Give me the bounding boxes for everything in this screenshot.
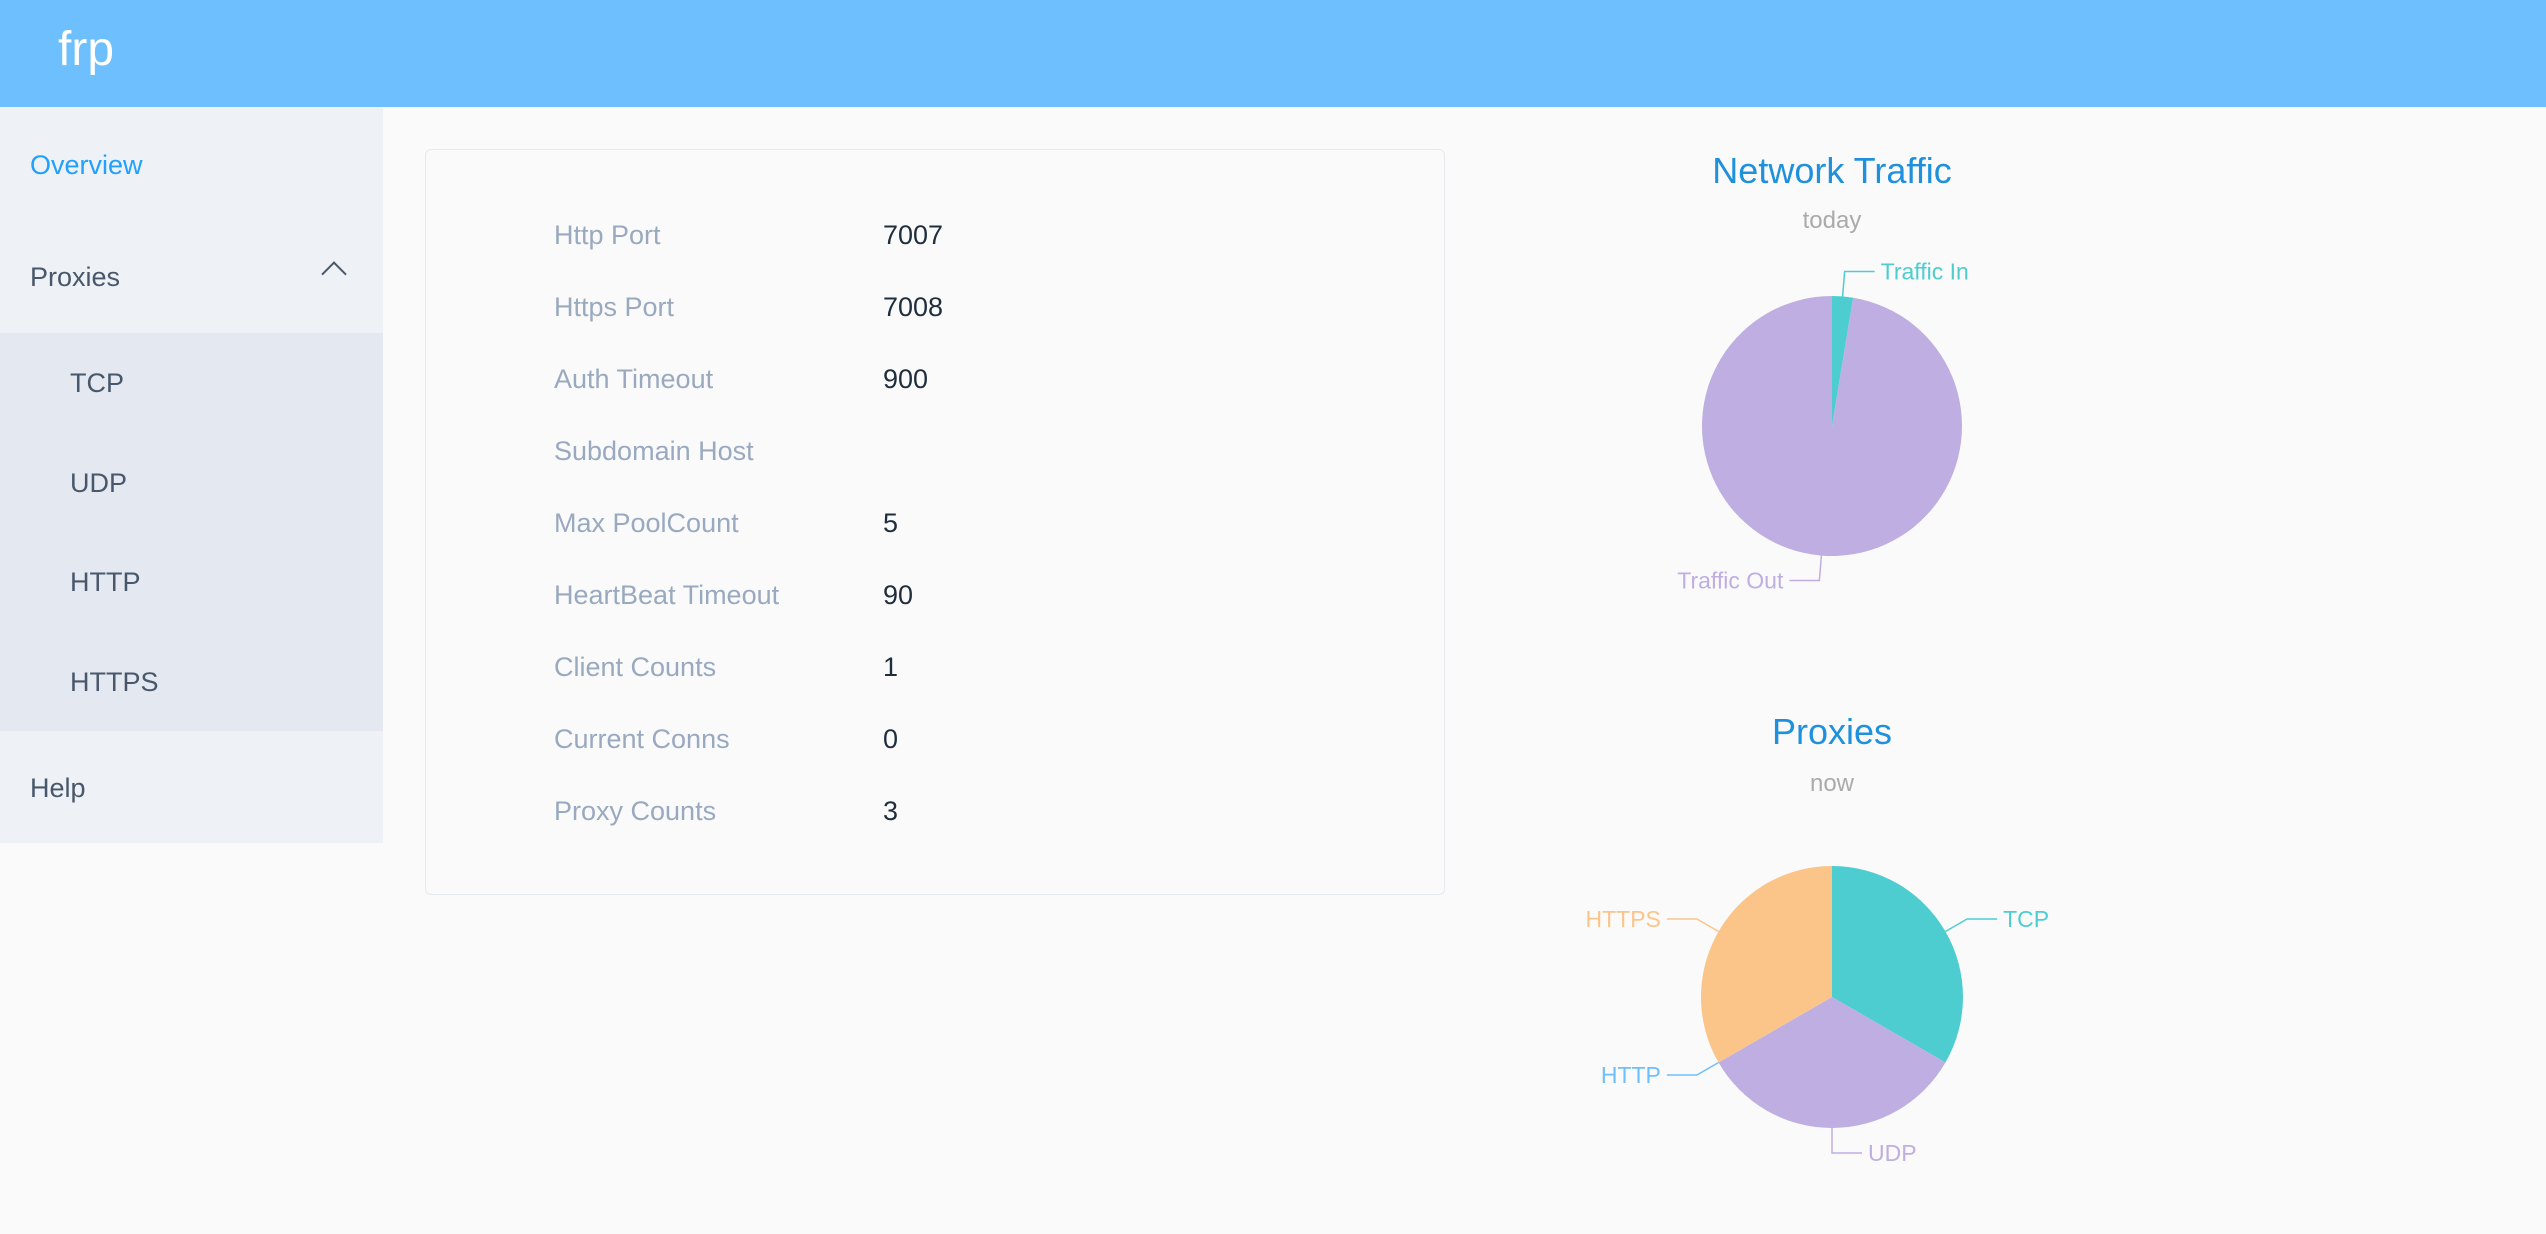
pie-label: TCP: [2003, 906, 2049, 932]
info-label: Current Conns: [554, 724, 730, 754]
label-line: [1789, 555, 1823, 582]
sidebar-item-http[interactable]: HTTP: [70, 566, 141, 597]
info-label: HeartBeat Timeout: [554, 580, 780, 610]
sidebar-item-tcp[interactable]: TCP: [70, 367, 124, 398]
label-line: [1666, 1061, 1719, 1076]
pie-slice-tcp[interactable]: [1832, 866, 1964, 1063]
info-value: 0: [883, 724, 899, 754]
sidebar-item-help[interactable]: Help: [30, 772, 86, 803]
pie-slice-traffic-in[interactable]: [1832, 296, 1854, 426]
pie-slice-udp[interactable]: [1718, 997, 1946, 1128]
proxies-submenu: TCP UDP HTTP HTTPS: [0, 333, 383, 731]
info-value: 3: [883, 796, 899, 826]
app-logo: frp: [58, 23, 115, 76]
top-header: frp: [0, 0, 2546, 107]
pie-label: Traffic In: [1881, 259, 1969, 285]
info-value: 7008: [883, 292, 944, 322]
info-label: Client Counts: [554, 652, 717, 682]
sidebar-item-https[interactable]: HTTPS: [70, 666, 159, 697]
pie-label: Traffic Out: [1677, 567, 1784, 593]
label-line: [1945, 918, 1998, 933]
pie-slice-https[interactable]: [1701, 866, 1832, 1063]
label-line: [1666, 918, 1719, 933]
label-line: [1831, 1128, 1862, 1154]
info-value: 5: [883, 508, 899, 538]
pie-label: HTTP: [1601, 1062, 1661, 1088]
info-label: Auth Timeout: [554, 364, 714, 394]
server-info-card: Http Port 7007 Https Port 7008 Auth Timeou…: [425, 149, 1445, 895]
sidebar: Overview Proxies TCP UDP HTTP HTTPS Help: [0, 107, 383, 843]
proxies-label: Proxies: [30, 261, 121, 292]
proxies-chart-title: Proxies: [1771, 711, 1893, 752]
sidebar-item-udp[interactable]: UDP: [70, 467, 128, 498]
info-value: 900: [883, 364, 929, 394]
info-label: Max PoolCount: [554, 508, 739, 538]
sidebar-item-proxies[interactable]: Proxies: [0, 227, 383, 327]
info-value: 1: [883, 652, 899, 682]
info-value: 90: [883, 580, 914, 610]
proxies-chart-subtitle: now: [1809, 770, 1855, 797]
label-line: [1841, 270, 1875, 297]
info-value: 7007: [883, 220, 944, 250]
info-label: Https Port: [554, 292, 675, 322]
info-label: Subdomain Host: [554, 436, 754, 466]
pie-slice-traffic-out[interactable]: [1702, 296, 1962, 556]
pie-label: UDP: [1868, 1140, 1917, 1166]
pie-label: HTTPS: [1586, 906, 1661, 932]
traffic-chart-subtitle: today: [1802, 207, 1862, 234]
traffic-chart-title: Network Traffic: [1712, 150, 1952, 191]
sidebar-item-overview[interactable]: Overview: [30, 149, 143, 180]
info-label: Http Port: [554, 220, 661, 250]
info-label: Proxy Counts: [554, 796, 717, 826]
